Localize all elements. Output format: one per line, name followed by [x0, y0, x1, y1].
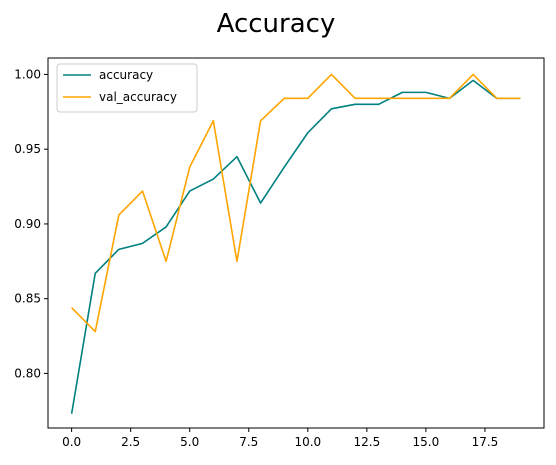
x-axis-ticks: 0.0 2.5 5.0 7.5 10.0 12.5 15.0 17.5: [62, 428, 498, 449]
legend: accuracy val_accuracy: [56, 63, 198, 113]
x-tick-label: 15.0: [413, 435, 440, 449]
x-tick-label: 2.5: [121, 435, 140, 449]
y-tick-label: 0.90: [14, 217, 41, 231]
x-tick-label: 5.0: [180, 435, 199, 449]
y-tick-label: 0.95: [14, 142, 41, 156]
series-line-val-accuracy: [71, 73, 521, 333]
y-tick-label: 0.85: [14, 292, 41, 306]
x-tick-label: 10.0: [294, 435, 321, 449]
x-tick-label: 7.5: [239, 435, 258, 449]
y-axis-ticks: 0.80 0.85 0.90 0.95 1.00: [14, 67, 48, 380]
x-tick-label: 0.0: [62, 435, 81, 449]
y-tick-label: 0.80: [14, 366, 41, 380]
x-tick-label: 17.5: [472, 435, 499, 449]
chart-title: Accuracy: [217, 9, 336, 39]
legend-label: val_accuracy: [99, 90, 177, 104]
series-layer: [70, 73, 521, 414]
plot-frame: [47, 57, 545, 429]
legend-box: [56, 63, 198, 113]
x-tick-label: 12.5: [353, 435, 380, 449]
legend-label: accuracy: [99, 68, 153, 82]
y-tick-label: 1.00: [14, 67, 41, 81]
series-line-accuracy: [70, 79, 521, 414]
